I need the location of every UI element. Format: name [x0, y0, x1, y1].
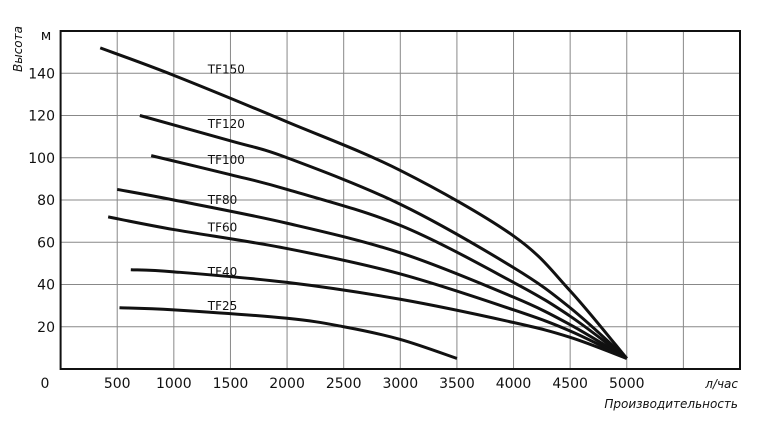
curve-tf60	[107, 215, 628, 360]
y-tick-label: 40	[37, 278, 55, 294]
plot-frame	[59, 30, 742, 370]
curve-tf25	[119, 306, 458, 360]
curves: TF150 TF120 TF100 TF80 TF60 TF40 TF25	[99, 46, 628, 360]
y-tick-label: 80	[37, 193, 55, 209]
y-unit-label: м	[41, 28, 52, 44]
x-tick-label: 2500	[326, 376, 362, 392]
curve-label-tf80: TF80	[207, 193, 238, 207]
curve-tf40	[130, 268, 628, 360]
curve-label-tf60: TF60	[207, 221, 238, 235]
y-axis-label: Высота	[11, 26, 25, 72]
x-tick-label: 1000	[156, 376, 192, 392]
x-tick-label: 4500	[552, 376, 588, 392]
curve-label-tf100: TF100	[207, 153, 245, 167]
x-tick-label: 5000	[609, 376, 645, 392]
curve-label-tf150: TF150	[207, 62, 245, 76]
curve-label-tf120: TF120	[207, 117, 245, 131]
x-tick-label: 4000	[496, 376, 532, 392]
curve-label-tf25: TF25	[207, 299, 238, 313]
y-tick-label: 60	[37, 235, 55, 251]
curve-tf80	[116, 187, 628, 360]
tick-labels: 500 1000 1500 2000 2500 3000 3500 4000 4500 50002…	[28, 66, 644, 392]
y-tick-label: 140	[28, 66, 55, 82]
curve-tf100	[150, 154, 628, 360]
origin-label: 0	[41, 376, 50, 392]
y-tick-label: 20	[37, 320, 55, 336]
x-tick-label: 3000	[382, 376, 418, 392]
curve-tf150	[99, 46, 628, 360]
grid	[60, 31, 740, 369]
curve-label-tf40: TF40	[207, 265, 238, 279]
x-axis-label: Производительность	[604, 397, 738, 411]
y-tick-label: 120	[28, 109, 55, 125]
y-tick-label: 100	[28, 151, 55, 167]
curve-tf120	[139, 114, 628, 360]
x-tick-label: 500	[104, 376, 131, 392]
x-tick-label: 3500	[439, 376, 475, 392]
x-tick-label: 2000	[269, 376, 305, 392]
x-unit-label: л/час	[704, 377, 738, 391]
x-tick-label: 1500	[213, 376, 249, 392]
